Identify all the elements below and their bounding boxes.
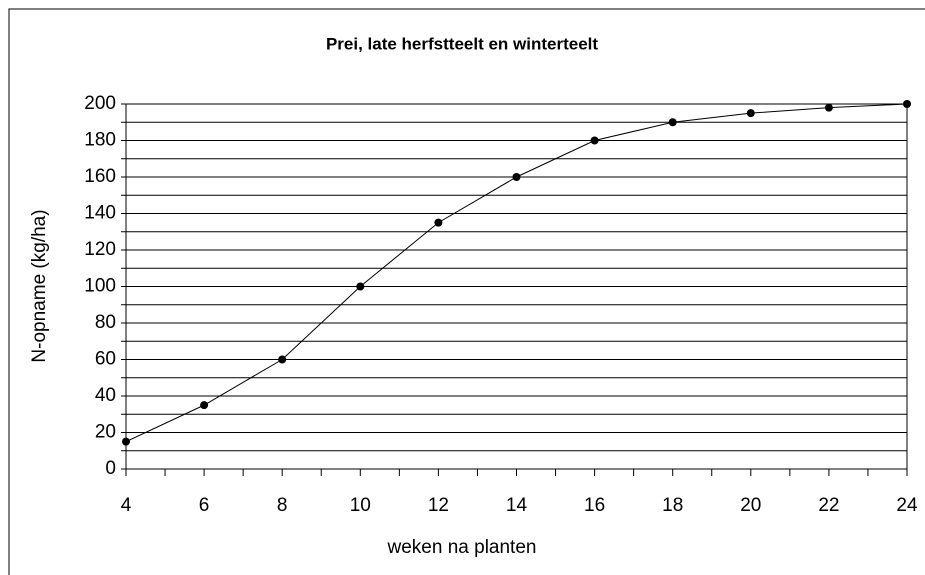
data-point [356,282,365,291]
data-point [824,103,833,112]
data-point [590,136,599,145]
x-tick-label: 4 [121,495,132,516]
data-point [512,173,521,181]
x-tick-label: 24 [896,495,918,516]
chart-title: Prei, late herfstteelt en winterteelt [326,34,598,53]
y-tick-label: 40 [95,385,116,406]
y-tick-label: 80 [95,312,116,333]
x-tick-label: 8 [277,495,288,516]
y-tick-label: 20 [95,422,116,443]
y-tick-label: 180 [84,130,116,151]
y-tick-label: 100 [84,276,116,297]
y-tick-label: 140 [84,203,116,224]
y-tick-label: 0 [105,458,116,479]
x-tick-label: 18 [662,495,683,516]
x-tick-label: 22 [818,495,839,516]
x-tick-label: 6 [199,495,210,516]
x-tick-label: 12 [428,495,449,516]
y-tick-label: 60 [95,349,116,370]
y-axis-label: N-opname (kg/ha) [29,209,50,362]
data-point [668,118,677,127]
chart-frame [8,8,925,575]
data-point [434,218,443,227]
data-point [903,100,911,108]
x-axis-label: weken na planten [387,537,537,558]
data-point [122,437,130,446]
x-tick-label: 16 [584,495,605,516]
y-tick-label: 200 [84,93,116,114]
x-tick-label: 20 [740,495,761,516]
x-tick-label: 14 [506,495,528,516]
y-tick-label: 160 [84,166,116,187]
x-tick-label: 10 [350,495,371,516]
line-series [125,103,908,443]
data-point [746,109,755,118]
data-point [200,401,209,410]
y-tick-label: 120 [84,239,116,260]
data-point [278,355,287,364]
